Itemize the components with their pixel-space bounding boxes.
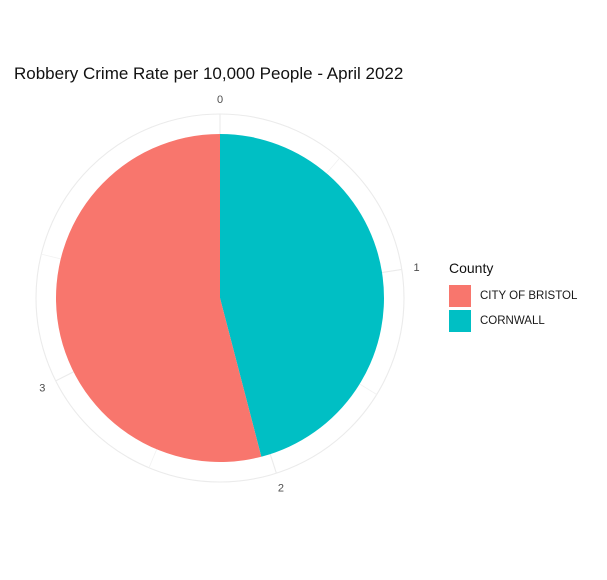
legend-label: CITY OF BRISTOL (480, 289, 578, 302)
chart-title: Robbery Crime Rate per 10,000 People - A… (14, 64, 404, 83)
tick-label-3: 3 (39, 383, 45, 395)
tick-label-0: 0 (217, 94, 223, 106)
legend-item-cornwall: CORNWALL (449, 309, 577, 332)
legend-swatch-city-of-bristol (449, 284, 471, 307)
pie-slice-city-of-bristol (55, 134, 262, 462)
tick-label-1: 1 (414, 262, 420, 274)
legend: County CITY OF BRISTOL CORNWALL (449, 260, 577, 334)
legend-item-city-of-bristol: CITY OF BRISTOL (449, 284, 577, 307)
legend-title: County (449, 260, 494, 276)
angle-ticks: 0 1 2 3 (39, 94, 419, 494)
pie-slices (55, 134, 384, 462)
legend-label: CORNWALL (480, 314, 545, 327)
legend-swatch-cornwall (449, 309, 471, 332)
pie-slice-cornwall (220, 134, 384, 457)
tick-label-2: 2 (278, 482, 284, 494)
